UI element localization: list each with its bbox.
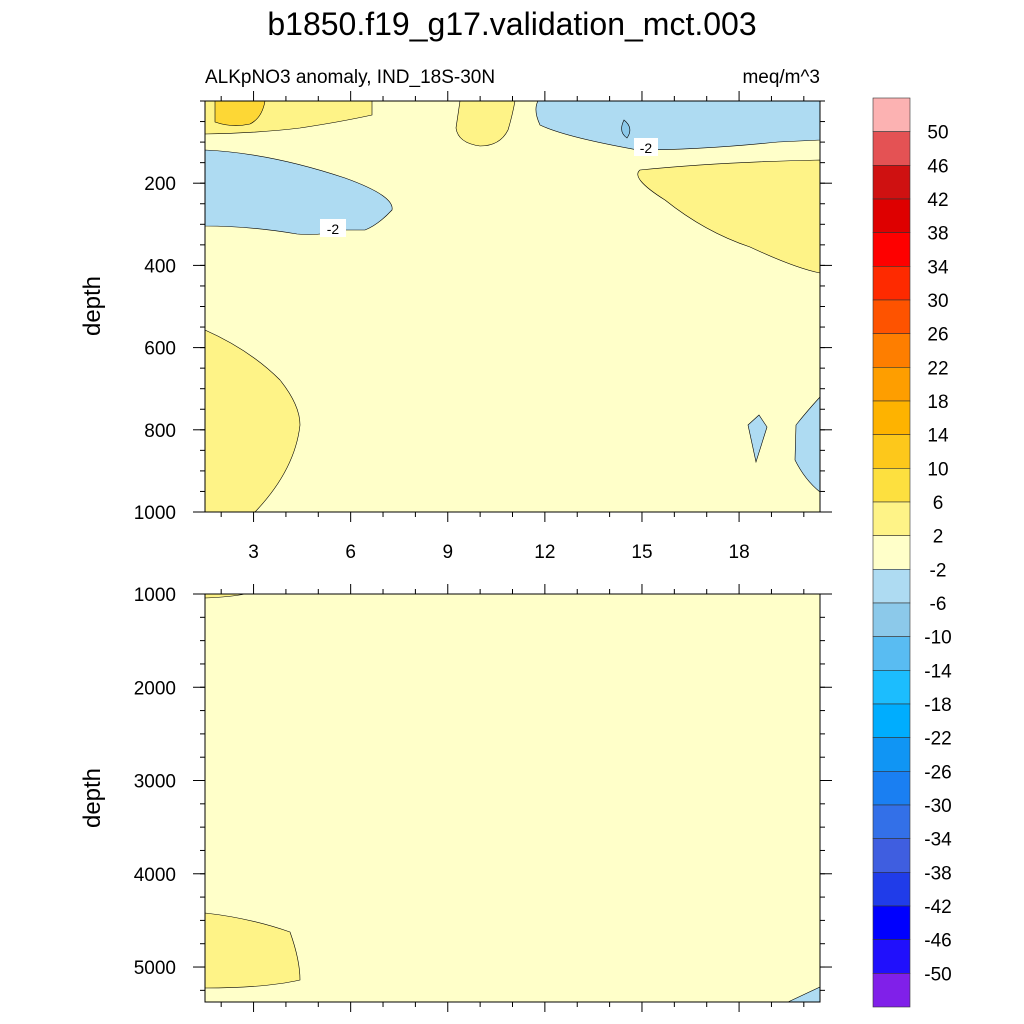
colorbar-swatch <box>872 333 911 368</box>
x-tick-label: 9 <box>442 542 453 563</box>
upper-contours <box>204 100 821 513</box>
y-tick-label: 400 <box>144 256 176 277</box>
colorbar-swatch <box>872 501 911 536</box>
upper-panel: -2 -2 depth <box>79 100 821 513</box>
colorbar-swatch <box>872 771 911 806</box>
warm-patch-bottomleft <box>204 912 301 989</box>
colorbar-label: -10 <box>924 628 951 649</box>
contour-label-1-text: -2 <box>640 140 653 156</box>
colorbar-swatch <box>872 670 911 705</box>
cold-core-topright <box>621 119 631 139</box>
contour-label-1: -2 <box>634 138 658 156</box>
colorbar-swatch <box>872 703 911 738</box>
y-tick-label: 4000 <box>134 865 176 886</box>
colorbar: 50 46 42 38 34 30 26 22 18 14 10 6 2 -2 -6 -10 -14 -18 -22… <box>872 97 952 1008</box>
colorbar-swatch <box>872 636 911 671</box>
x-tick-label: 15 <box>631 542 652 563</box>
colorbar-swatch <box>872 468 911 503</box>
colorbar-swatch <box>872 872 911 907</box>
warm-patch-lowerleft <box>204 329 301 513</box>
y-tick-label: 1000 <box>134 503 176 524</box>
warm-patch-top-center <box>455 100 516 147</box>
colorbar-label: -26 <box>924 762 951 783</box>
colorbar-swatch <box>872 131 911 166</box>
colorbar-swatch <box>872 367 911 402</box>
colorbar-label: -50 <box>924 964 951 985</box>
lower-background <box>205 594 820 1002</box>
upper-ylabel: depth <box>79 276 106 336</box>
colorbar-swatch <box>872 569 911 604</box>
upper-background <box>205 101 820 512</box>
colorbar-label: 46 <box>927 156 948 177</box>
lower-ylabel: depth <box>79 768 106 828</box>
colorbar-swatch <box>872 232 911 267</box>
cold-patch-topright <box>535 100 821 151</box>
colorbar-swatch <box>872 838 911 873</box>
subtitle-left: ALKpNO3 anomaly, IND_18S-30N <box>205 67 495 88</box>
warm-patch-right <box>637 159 821 274</box>
y-tick-label: 1000 <box>134 585 176 606</box>
y-tick-label: 600 <box>144 339 176 360</box>
contour-label-2: -2 <box>320 219 346 237</box>
y-tick-label: 2000 <box>134 678 176 699</box>
colorbar-swatch <box>872 434 911 469</box>
colorbar-label: 30 <box>927 291 948 312</box>
colorbar-label: 38 <box>927 224 948 245</box>
colorbar-label: 22 <box>927 358 948 379</box>
x-tick-label: 12 <box>534 542 555 563</box>
y-tick-label: 800 <box>144 421 176 442</box>
colorbar-label: 10 <box>927 459 948 480</box>
colorbar-label: 2 <box>933 527 944 548</box>
colorbar-swatch <box>872 804 911 839</box>
cold-patch-upperleft <box>204 149 393 235</box>
colorbar-label: -34 <box>924 830 952 851</box>
x-tick-label: 18 <box>729 542 750 563</box>
colorbar-label: 42 <box>927 190 948 211</box>
colorbar-label: 6 <box>933 493 944 514</box>
lower-panel: depth <box>79 593 821 1003</box>
x-tick-label: 6 <box>345 542 356 563</box>
x-tick-label: 3 <box>248 542 259 563</box>
colorbar-swatch <box>872 97 911 132</box>
colorbar-swatch <box>872 939 911 974</box>
y-tick-label: 200 <box>144 174 176 195</box>
colorbar-swatch <box>872 299 911 334</box>
y-tick-label: 5000 <box>134 958 176 979</box>
colorbar-label: -38 <box>924 863 951 884</box>
colorbar-swatch <box>872 535 911 570</box>
cold-spike <box>747 414 768 464</box>
colorbar-label: 14 <box>927 426 949 447</box>
colorbar-swatch <box>872 400 911 435</box>
subtitle-right: meq/m^3 <box>742 67 820 88</box>
colorbar-swatch <box>872 165 911 200</box>
axis-ticks: 3 6 9 12 15 18 200 400 600 800 1000 1000 2000 3000 400… <box>134 91 832 1012</box>
colorbar-label: -30 <box>924 796 951 817</box>
colorbar-swatch <box>872 973 911 1008</box>
colorbar-label: 26 <box>927 325 948 346</box>
colorbar-swatch <box>872 266 911 301</box>
colorbar-label: 50 <box>927 123 948 144</box>
colorbar-label: -6 <box>930 594 947 615</box>
colorbar-label: -18 <box>924 695 951 716</box>
lower-contours <box>204 593 821 1003</box>
colorbar-label: 34 <box>927 257 949 278</box>
colorbar-swatch <box>872 905 911 940</box>
colorbar-label: -42 <box>924 897 951 918</box>
colorbar-label: -2 <box>930 560 947 581</box>
y-tick-label: 3000 <box>134 772 176 793</box>
contour-label-2-text: -2 <box>327 221 340 237</box>
cold-patch-lowerright <box>794 396 821 493</box>
chart-title: b1850.f19_g17.validation_mct.003 <box>267 6 756 42</box>
colorbar-swatch <box>872 737 911 772</box>
colorbar-label: 18 <box>927 392 948 413</box>
colorbar-swatch <box>872 198 911 233</box>
colorbar-label: -14 <box>924 661 952 682</box>
colorbar-swatch <box>872 602 911 637</box>
colorbar-label: -46 <box>924 931 951 952</box>
colorbar-label: -22 <box>924 729 951 750</box>
warm-core-topleft <box>214 100 266 126</box>
